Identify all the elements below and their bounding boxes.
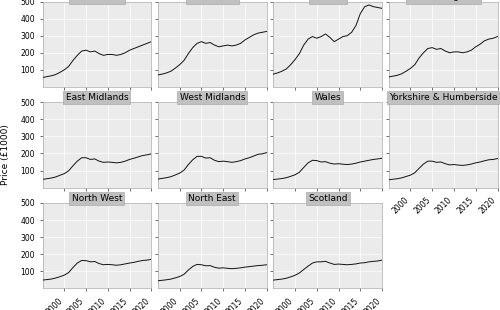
Title: South West: South West — [71, 0, 122, 2]
Title: East Midlands: East Midlands — [66, 93, 128, 102]
Title: Yorkshire & Humberside: Yorkshire & Humberside — [389, 93, 498, 102]
Title: East of England: East of England — [408, 0, 478, 2]
Title: North West: North West — [72, 194, 122, 203]
Title: South East: South East — [188, 0, 236, 2]
Title: London: London — [311, 0, 344, 2]
Title: West Midlands: West Midlands — [180, 93, 245, 102]
Title: Wales: Wales — [314, 93, 341, 102]
Text: Price (£1000): Price (£1000) — [2, 125, 11, 185]
Title: North East: North East — [188, 194, 236, 203]
Title: Scotland: Scotland — [308, 194, 348, 203]
